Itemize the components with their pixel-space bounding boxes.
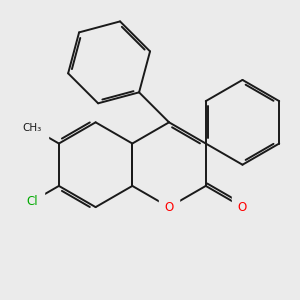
Text: Cl: Cl [27,195,38,208]
Text: O: O [238,201,247,214]
Text: O: O [164,201,174,214]
Text: CH₃: CH₃ [23,123,42,133]
